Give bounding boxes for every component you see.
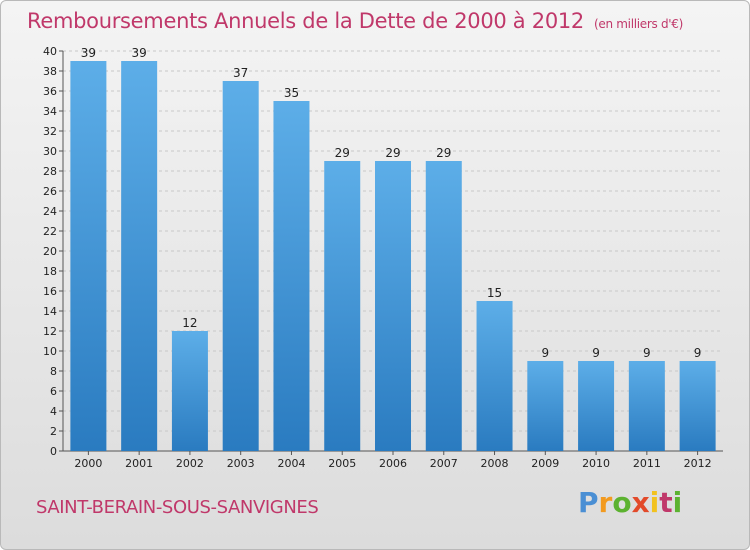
y-tick-label: 28 [43,165,57,178]
logo-letter: P [578,486,599,519]
x-tick-label: 2005 [328,457,356,470]
logo-letter: t [659,486,673,519]
bar [121,61,158,451]
logo-letter: o [612,486,632,519]
x-tick-label: 2010 [582,457,610,470]
x-tick-label: 2012 [684,457,712,470]
y-tick-label: 36 [43,85,57,98]
y-tick-label: 38 [43,65,57,78]
bar [679,361,716,451]
x-tick-label: 2003 [227,457,255,470]
bar-value-label: 29 [436,146,451,160]
x-tick-label: 2002 [176,457,204,470]
y-tick-label: 18 [43,265,57,278]
bar [527,361,564,451]
bar-value-label: 9 [694,346,702,360]
bar-value-label: 37 [233,66,248,80]
logo-letter: r [598,486,613,519]
bar-value-label: 35 [284,86,299,100]
y-tick-label: 22 [43,225,57,238]
bar-value-label: 9 [541,346,549,360]
bar [578,361,615,451]
bar [222,81,259,451]
bar [273,101,310,451]
commune-name: SAINT-BERAIN-SOUS-SANVIGNES [36,497,319,518]
x-tick-label: 2000 [74,457,102,470]
y-tick-label: 20 [43,245,57,258]
bar-value-label: 29 [335,146,350,160]
y-tick-label: 26 [43,185,57,198]
y-tick-label: 12 [43,325,57,338]
y-tick-label: 24 [43,205,57,218]
bar [324,161,361,451]
bar [476,301,513,451]
proxiti-logo[interactable]: Proxiti [578,486,682,519]
x-tick-label: 2008 [481,457,509,470]
x-tick-label: 2007 [430,457,458,470]
y-tick-label: 6 [50,385,57,398]
y-tick-label: 34 [43,105,57,118]
bar-value-label: 39 [132,46,147,60]
logo-letter: i [672,486,683,519]
x-tick-label: 2006 [379,457,407,470]
bar-value-label: 39 [81,46,96,60]
y-tick-label: 8 [50,365,57,378]
logo-letter: x [631,486,650,519]
y-tick-label: 2 [50,425,57,438]
y-tick-label: 4 [50,405,57,418]
bar-value-label: 12 [182,316,197,330]
x-tick-label: 2011 [633,457,661,470]
bar [425,161,462,451]
y-tick-label: 14 [43,305,57,318]
bar-value-label: 9 [592,346,600,360]
chart-title: Remboursements Annuels de la Dette de 20… [27,9,683,33]
y-tick-label: 10 [43,345,57,358]
bar-value-label: 15 [487,286,502,300]
bar [628,361,665,451]
y-tick-label: 30 [43,145,57,158]
logo-letter: i [649,486,660,519]
bar [70,61,107,451]
bars [70,61,716,451]
y-tick-label: 0 [50,445,57,458]
y-tick-label: 40 [43,45,57,58]
x-tick-label: 2009 [531,457,559,470]
bar [171,331,208,451]
chart-subtitle: (en milliers d'€) [594,17,684,31]
bar-value-label: 9 [643,346,651,360]
bar [375,161,411,451]
x-tick-label: 2001 [125,457,153,470]
chart-title-text: Remboursements Annuels de la Dette de 20… [27,9,584,33]
y-tick-label: 16 [43,285,57,298]
bar-value-label: 29 [385,146,400,160]
x-tick-label: 2004 [277,457,305,470]
y-tick-label: 32 [43,125,57,138]
